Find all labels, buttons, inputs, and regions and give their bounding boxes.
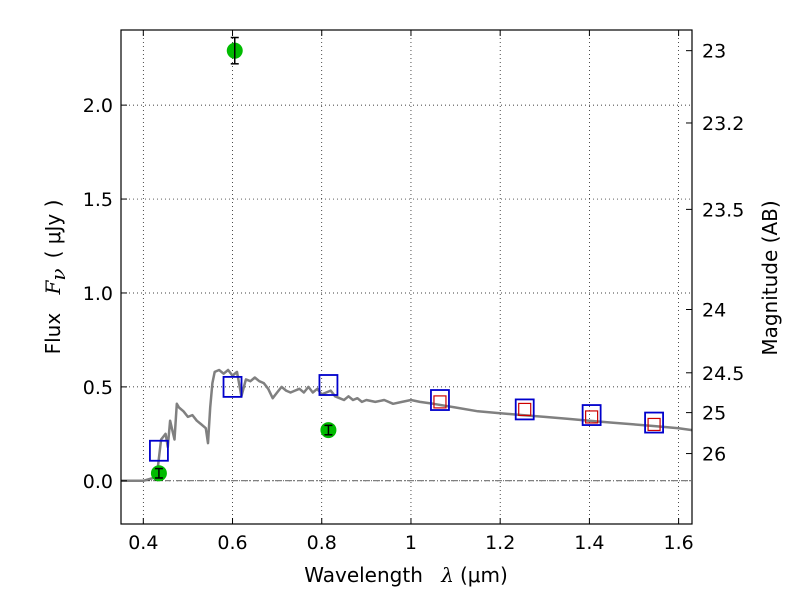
- y2-tick-label: 23.5: [702, 199, 744, 221]
- observed-upper-point: [585, 410, 599, 424]
- axis-ticks: 0.4 0.6 0.8 1 1.2 1.4 1.6 0.0 0.5 1.0 1.5 2.0 23 23.2…: [83, 30, 744, 554]
- y2-tick-label: 26: [702, 444, 726, 466]
- model-photometry-point: [318, 374, 339, 396]
- model-photometry-point: [149, 439, 169, 462]
- model-photometry-point: [514, 398, 535, 421]
- model-photometry-point: [581, 404, 602, 426]
- y-tick-label: 2.0: [83, 95, 113, 117]
- model-photometry-point: [222, 375, 243, 398]
- x-axis-title: Wavelength λ (μm): [304, 563, 508, 587]
- y-axis-title: Flux Fν( μJy ): [41, 200, 70, 355]
- y2-axis-title: Magnitude (AB): [758, 200, 782, 355]
- x-tick-label: 1.6: [664, 532, 694, 554]
- observed-upper-point: [518, 402, 532, 417]
- y2-tick-label: 24: [702, 299, 726, 321]
- model-photometry-point: [644, 411, 664, 434]
- observed-upper-point: [433, 395, 447, 409]
- x-tick-label: 0.4: [128, 532, 158, 554]
- x-tick-label: 1.4: [574, 532, 604, 554]
- observed-upper-point: [647, 417, 661, 432]
- model-photometry-point: [430, 389, 450, 411]
- model-spectrum-line: [121, 368, 693, 483]
- x-tick-label: 0.6: [217, 532, 247, 554]
- y2-tick-label: 23: [702, 41, 726, 63]
- x-tick-label: 0.8: [307, 532, 337, 554]
- y2-tick-label: 24.5: [702, 363, 744, 385]
- y2-tick-label: 23.2: [702, 113, 744, 135]
- plot-frame: [120, 29, 693, 525]
- x-tick-label: 1.2: [485, 532, 515, 554]
- data-series: [121, 36, 693, 483]
- y2-tick-label: 25: [702, 403, 726, 425]
- y-tick-label: 1.5: [83, 189, 113, 211]
- y-tick-label: 1.0: [83, 283, 113, 305]
- x-tick-label: 1: [405, 532, 417, 554]
- y-tick-label: 0.5: [83, 377, 113, 399]
- y-tick-label: 0.0: [83, 471, 113, 493]
